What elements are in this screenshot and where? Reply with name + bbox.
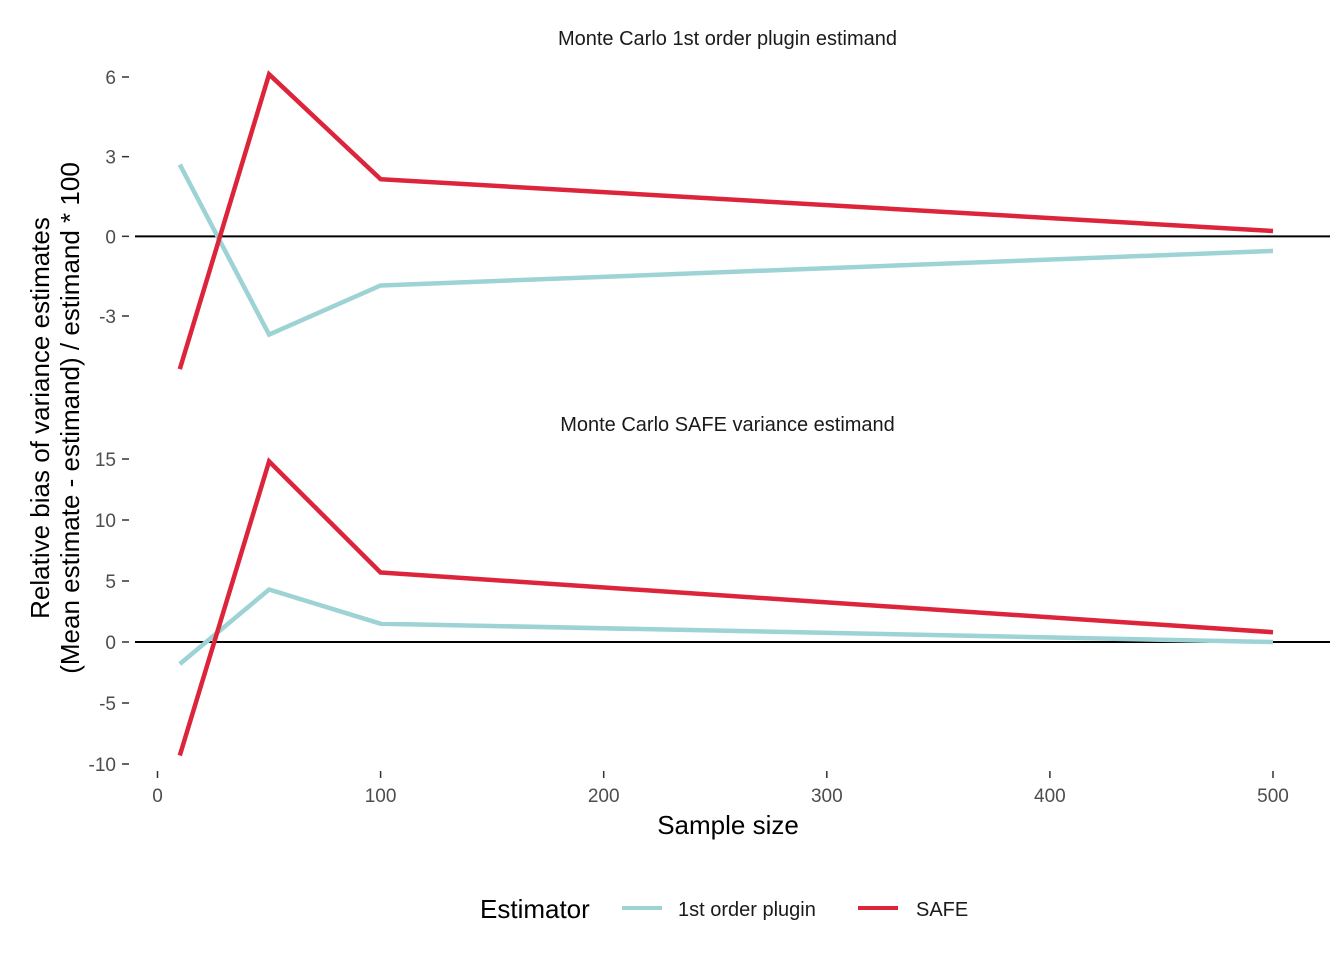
y-tick-label: 5 bbox=[105, 572, 116, 593]
y-axis-title-line1: Relative bias of variance estimates bbox=[25, 217, 55, 619]
panel-title-1: Monte Carlo 1st order plugin estimand bbox=[558, 28, 897, 50]
panel-2: Monte Carlo SAFE variance estimand 15 10 5 0… bbox=[89, 414, 1330, 776]
legend-label-1st-order-plugin: 1st order plugin bbox=[678, 899, 816, 921]
panel-title-2: Monte Carlo SAFE variance estimand bbox=[560, 414, 895, 436]
series-line-safe bbox=[177, 70, 1274, 370]
x-tick-label: 200 bbox=[588, 786, 620, 807]
panel-1: Monte Carlo 1st order plugin estimand 6 3 0… bbox=[99, 28, 1330, 370]
legend-label-safe: SAFE bbox=[916, 899, 968, 921]
legend: Estimator 1st order plugin SAFE bbox=[480, 894, 968, 924]
x-axis: 0 100 200 300 400 500 bbox=[152, 771, 1289, 807]
x-tick-label: 400 bbox=[1034, 786, 1066, 807]
series-line-1st-order-plugin bbox=[177, 163, 1274, 338]
y-tick-label: 15 bbox=[95, 450, 116, 471]
y-tick-label: 6 bbox=[105, 68, 116, 89]
y-tick-label: 0 bbox=[105, 633, 116, 654]
series-line-1st-order-plugin bbox=[178, 586, 1274, 666]
y-tick-label: 10 bbox=[95, 511, 116, 532]
y-tick-label: 3 bbox=[105, 148, 116, 169]
panels: Monte Carlo 1st order plugin estimand 6 3 0… bbox=[89, 28, 1330, 776]
x-tick-label: 500 bbox=[1257, 786, 1289, 807]
y-tick-label: -5 bbox=[99, 694, 116, 715]
y-tick-label: 0 bbox=[105, 227, 116, 248]
y-axis-title: Relative bias of variance estimates (Mea… bbox=[25, 162, 85, 674]
y-axis-title-line2: (Mean estimate - estimand) / estimand * … bbox=[55, 162, 85, 674]
y-tick-label: -10 bbox=[89, 755, 116, 776]
x-axis-title: Sample size bbox=[657, 810, 799, 840]
x-tick-label: 300 bbox=[811, 786, 843, 807]
x-tick-label: 0 bbox=[152, 786, 163, 807]
legend-title: Estimator bbox=[480, 894, 590, 924]
series-line-safe bbox=[177, 457, 1274, 757]
x-tick-label: 100 bbox=[365, 786, 397, 807]
y-tick-label: -3 bbox=[99, 307, 116, 328]
